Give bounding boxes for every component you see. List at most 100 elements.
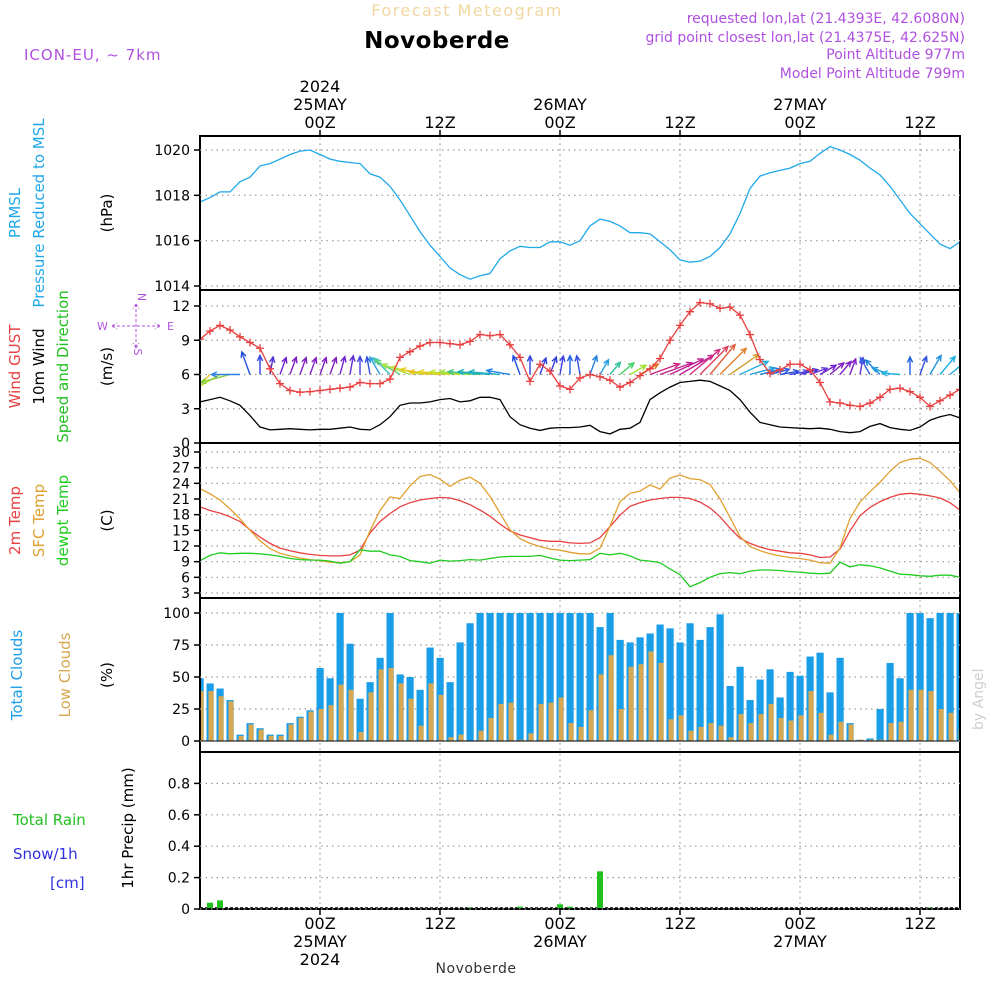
gust-marker [546,367,554,376]
gust-marker [526,377,534,386]
side-label: 10m Wind [30,328,48,404]
ytick-label: 3 [181,402,190,418]
low-cloud-bar [658,662,664,741]
gust-marker [296,388,304,397]
ytick-label: 0.4 [168,839,190,855]
gust-marker [576,373,584,382]
gust-marker [756,355,764,364]
low-cloud-bar [388,668,394,741]
total-cloud-bar [476,613,484,741]
wind-arrow [289,355,298,375]
gust-marker [836,399,844,408]
wind-arrow [849,357,857,375]
low-cloud-bar [828,734,834,741]
ytick-label: 18 [172,508,190,524]
gust-marker [286,386,294,395]
low-cloud-bar [928,691,934,741]
ytick-label: 12 [172,299,190,315]
wind-arrow [299,356,308,375]
low-cloud-bar [778,717,784,741]
wind-arrow [356,354,364,375]
total-cloud-bar [506,613,514,741]
wind-arrow [960,363,980,375]
low-cloud-bar [298,717,304,741]
wind-arrow [880,370,901,377]
wind-arrow [839,360,852,375]
cloud-panel: 0 25 50 75 100 Total Clouds Low Clouds (%) [8,597,961,753]
low-cloud-bar [518,739,524,741]
low-cloud-bar [718,725,724,741]
unit-label: (%) [98,662,116,688]
plot-area [201,613,959,742]
wind-arrow [373,359,401,376]
gust-marker [426,338,434,347]
bottom-time-label: 12Z [904,914,935,933]
low-cloud-bar [648,651,654,741]
side-label: SFC Temp [30,484,48,557]
requested-coords: requested lon,lat (21.4393E, 42.6080N) [687,11,965,27]
top-time-label: 12Z [664,113,695,132]
ytick-label: 24 [172,476,190,492]
plot-area [201,457,959,588]
ytick-label: 9 [181,333,190,349]
low-cloud-bar [578,726,584,741]
wind-arrow [446,368,481,376]
low-cloud-bar [208,691,214,741]
low-cloud-bar [498,703,504,741]
gust-marker [746,330,754,339]
rain-bar [517,906,523,908]
model-altitude: Model Point Altitude 799m [780,66,965,82]
ytick-label: 9 [181,555,190,571]
total-cloud-bar [726,685,734,741]
ytick-label: 0.2 [168,871,190,887]
low-cloud-bar [368,692,374,741]
gust-marker [646,364,654,373]
low-cloud-bar [918,689,924,741]
gust-marker [416,341,424,350]
wind-arrow [526,354,534,375]
total-cloud-bar [716,614,724,741]
gust-marker [596,372,604,381]
total-cloud-bar [896,678,904,741]
unit-label: (hPa) [98,194,116,233]
gust-marker [606,376,614,385]
low-cloud-bar [308,711,314,741]
gust-marker [786,360,794,369]
series-dewpt-temp [201,549,959,588]
compass-e: E [167,320,174,333]
total-cloud-bar [746,700,754,741]
gust-marker [826,397,834,406]
total-cloud-bar [456,642,464,741]
wind-arrow [589,354,599,375]
low-cloud-bar [278,735,284,741]
total-cloud-bar [886,662,894,741]
forecast-title: Forecast Meteogram [371,1,562,20]
gust-marker [956,388,959,390]
wind-arrow [599,358,610,375]
ytick-label: 6 [181,570,190,586]
total-cloud-bar [796,675,804,741]
gust-marker [326,385,334,394]
low-cloud-bar [238,735,244,741]
unit-label: (C) [98,509,116,531]
gust-marker [216,321,224,330]
watermark: by Angel [971,669,987,730]
gust-marker [696,298,704,307]
wind-arrow [939,355,957,375]
low-cloud-bar [268,735,274,741]
gust-marker [926,402,934,411]
wind-arrow [669,358,705,376]
unit-label: 1hr Precip (mm) [119,767,137,888]
low-cloud-bar [448,737,454,741]
wind-arrow [309,356,318,375]
gust-marker [856,402,864,411]
low-cloud-bar [428,683,434,741]
low-cloud-bar [398,683,404,741]
top-time-label: 00Z [784,113,815,132]
low-cloud-bar [418,725,424,741]
low-cloud-bar [618,709,624,741]
gust-marker [676,321,684,330]
